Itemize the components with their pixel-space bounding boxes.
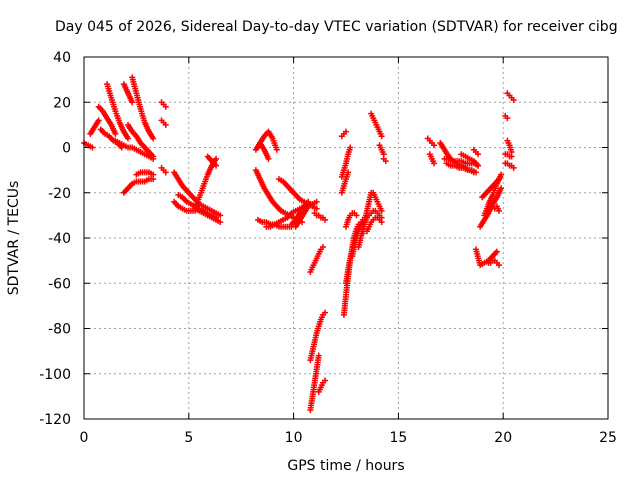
data-point (162, 169, 169, 176)
data-point (322, 309, 329, 316)
data-point (213, 162, 220, 169)
data-point (265, 155, 272, 162)
data-point (343, 128, 349, 135)
data-point (475, 151, 482, 158)
x-axis-label: GPS time / hours (287, 458, 404, 474)
data-point (496, 207, 503, 214)
y-tick-label: 0 (62, 141, 71, 157)
data-point (313, 205, 320, 212)
data-point (150, 135, 157, 142)
data-point (162, 103, 169, 110)
data-point (475, 162, 482, 169)
data-point (150, 171, 157, 178)
data-point (315, 352, 322, 359)
y-tick-label: -20 (48, 186, 71, 202)
data-point (273, 146, 280, 153)
data-point (150, 153, 157, 160)
data-point (431, 142, 438, 149)
data-point (498, 171, 505, 178)
data-point (322, 377, 329, 384)
x-tick-label: 0 (80, 430, 89, 446)
data-point (217, 219, 224, 226)
data-point (378, 133, 385, 140)
data-point (322, 216, 329, 223)
data-point (213, 155, 220, 162)
data-point (125, 135, 132, 142)
y-tick-label: -120 (39, 412, 71, 428)
data-point (95, 117, 102, 124)
data-point (510, 164, 517, 171)
data-point (89, 144, 96, 151)
data-point (345, 169, 352, 176)
data-point (498, 185, 505, 192)
data-point (313, 198, 320, 205)
y-tick-label: -60 (48, 276, 71, 292)
y-tick-label: 20 (53, 95, 71, 111)
data-point (217, 212, 224, 219)
chart-title: Day 045 of 2026, Sidereal Day-to-day VTE… (55, 19, 618, 35)
y-axis-label: SDTVAR / TECUs (6, 181, 22, 296)
axis-ticks: 0 5 10 15 20 25 -120 -100 -80 -60 -40 -20 0 20 40 (39, 50, 617, 446)
y-tick-label: -40 (48, 231, 71, 247)
data-point (347, 144, 354, 151)
data-point (382, 158, 389, 165)
data-point (472, 169, 479, 176)
data-point (508, 153, 515, 160)
y-tick-label: -100 (39, 367, 71, 383)
x-tick-label: 25 (599, 430, 617, 446)
data-point (378, 207, 385, 214)
data-point (129, 99, 136, 106)
data-points (81, 74, 517, 413)
x-tick-label: 20 (494, 430, 512, 446)
data-point (319, 244, 326, 251)
data-point (353, 212, 360, 219)
data-point (431, 160, 438, 167)
x-tick-label: 5 (184, 430, 193, 446)
y-tick-label: 40 (53, 50, 71, 66)
data-point (504, 115, 511, 122)
data-point (493, 248, 500, 255)
x-tick-label: 10 (285, 430, 303, 446)
data-point (378, 219, 385, 226)
data-point (162, 121, 169, 128)
data-point (112, 130, 119, 137)
y-tick-label: -80 (48, 322, 71, 338)
x-tick-label: 15 (389, 430, 407, 446)
data-point (510, 96, 517, 103)
data-point (496, 262, 503, 269)
